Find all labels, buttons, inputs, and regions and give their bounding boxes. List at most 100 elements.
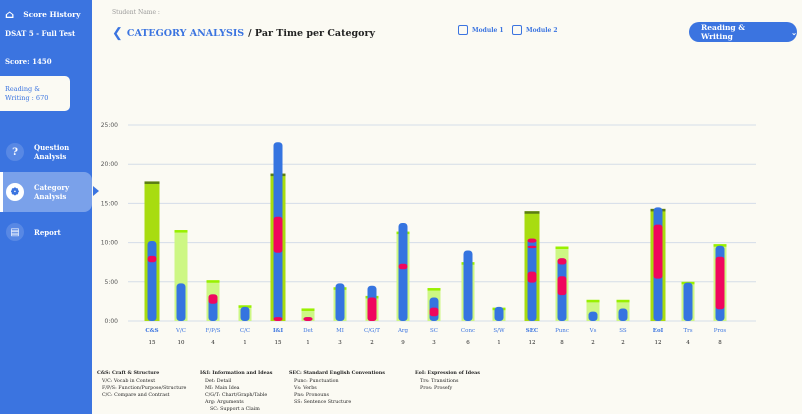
- breadcrumb-current: / Par Time per Category: [248, 28, 376, 39]
- x-category-label[interactable]: V/C: [175, 328, 186, 334]
- x-category-label[interactable]: MI: [336, 328, 344, 334]
- question-count: 6: [466, 340, 470, 346]
- y-tick-label: 15:00: [101, 200, 118, 207]
- search-question-icon: ?: [6, 143, 24, 161]
- section-score-card[interactable]: Reading & Writing : 670: [0, 76, 70, 111]
- student-time-stack: [176, 283, 186, 321]
- par-time-bar-top: [174, 230, 188, 233]
- incorrect-time-segment: [303, 317, 313, 321]
- student-time-stack: [618, 308, 628, 321]
- legend-item: Pros: Prosefy: [420, 386, 453, 391]
- x-category-label[interactable]: Punc: [555, 328, 569, 334]
- incorrect-time-segment: [273, 216, 283, 253]
- x-category-label[interactable]: S/W: [493, 328, 505, 334]
- student-time-stack: [240, 306, 250, 321]
- score-history-link[interactable]: ⌂ Score History: [5, 8, 80, 21]
- breadcrumb-category-analysis[interactable]: CATEGORY ANALYSIS: [126, 28, 245, 39]
- legend-group: EoI: Expression of Ideas Trs: Transitions…: [415, 370, 480, 392]
- sidebar: ⌂ Score History DSAT 5 - Full Test Score…: [0, 0, 92, 414]
- page-title: ❮ CATEGORY ANALYSIS / Par Time per Categ…: [112, 26, 375, 41]
- legend-group: I&I: Information and Ideas Det: Detail MI:…: [200, 370, 272, 413]
- legend-item: Arg: Arguments: [205, 400, 244, 405]
- x-category-label[interactable]: Pros: [714, 328, 727, 334]
- x-category-label[interactable]: C&S: [145, 328, 158, 334]
- question-count: 4: [686, 340, 690, 346]
- par-time-bar-top: [301, 308, 315, 311]
- student-time-stack: [398, 223, 408, 321]
- legend-item: C/G/T: Chart/Graph/Table: [205, 393, 268, 398]
- legend-item: C/C: Compare and Contrast: [102, 393, 170, 398]
- incorrect-time-segment: [527, 245, 537, 249]
- par-time-bar-top: [427, 288, 441, 291]
- x-category-label[interactable]: F/P/S: [206, 328, 221, 334]
- incorrect-time-segment: [557, 276, 567, 296]
- legend-title: I&I: Information and Ideas: [200, 370, 273, 376]
- x-category-label[interactable]: SS: [619, 328, 627, 334]
- legend-item: Trs: Transitions: [420, 379, 459, 384]
- y-tick-label: 5:00: [105, 279, 119, 286]
- nav-report[interactable]: ▤ Report: [0, 212, 92, 252]
- legend-item: Det: Detail: [205, 379, 232, 384]
- home-icon: ⌂: [5, 8, 15, 21]
- incorrect-time-segment: [208, 294, 218, 304]
- legend-group: C&S: Craft & Structure V/C: Vocab in Cont…: [97, 370, 186, 399]
- x-category-label[interactable]: C/G/T: [364, 328, 380, 334]
- x-category-label[interactable]: Det: [303, 328, 314, 334]
- question-count: 8: [560, 340, 564, 346]
- incorrect-time-segment: [398, 263, 408, 270]
- question-count: 2: [591, 340, 595, 346]
- x-category-label[interactable]: SC: [430, 328, 438, 334]
- total-score: Score: 1450: [5, 57, 52, 66]
- incorrect-time-segment: [367, 297, 377, 321]
- x-category-label[interactable]: Arg: [397, 328, 409, 334]
- student-time-stack: [494, 306, 504, 321]
- category-chart: 0:00 5:00 10:00 15:00 20:00 25:00 C&S 15 V/C 10 F/…: [101, 122, 756, 346]
- x-category-label[interactable]: C/C: [240, 328, 250, 334]
- student-time-stack: [683, 282, 693, 321]
- legend-title: EoI: Expression of Ideas: [415, 370, 480, 376]
- student-time-stack: [335, 283, 345, 321]
- question-count: 1: [497, 340, 501, 346]
- checkbox-icon: [512, 25, 522, 35]
- test-name: DSAT 5 - Full Test: [5, 29, 76, 38]
- incorrect-time-segment: [527, 271, 537, 283]
- module1-label: Module 1: [472, 26, 504, 34]
- incorrect-time-segment: [147, 255, 157, 263]
- incorrect-time-segment: [557, 258, 567, 265]
- chevron-down-icon: ⌄: [791, 27, 797, 37]
- section-dropdown[interactable]: Reading & Writing ⌄: [689, 22, 797, 42]
- nav-label: Report: [34, 227, 61, 237]
- question-count: 1: [243, 340, 247, 346]
- par-time-bar-top: [238, 305, 252, 308]
- x-category-label[interactable]: I&I: [273, 328, 284, 334]
- student-time-stack: [147, 241, 157, 321]
- question-count: 10: [178, 340, 185, 346]
- legend-title: C&S: Craft & Structure: [97, 370, 160, 376]
- nav-question-analysis[interactable]: ? Question Analysis: [0, 132, 92, 172]
- back-chevron-icon[interactable]: ❮: [112, 26, 123, 41]
- question-count: 15: [275, 340, 282, 346]
- module2-checkbox[interactable]: Module 2: [512, 25, 558, 35]
- x-category-label[interactable]: Vs: [589, 328, 597, 334]
- par-time-bar-top: [586, 299, 600, 303]
- question-count: 2: [370, 340, 374, 346]
- y-tick-label: 0:00: [105, 318, 119, 325]
- category-analysis-icon: ❁: [6, 183, 24, 201]
- question-count: 12: [529, 340, 536, 346]
- x-category-label[interactable]: Conc: [461, 328, 475, 334]
- checkbox-icon: [458, 25, 468, 35]
- x-category-label[interactable]: EoI: [653, 328, 664, 334]
- nav-category-analysis[interactable]: ❁ Category Analysis: [0, 172, 92, 212]
- question-count: 1: [306, 340, 310, 346]
- module1-checkbox[interactable]: Module 1: [458, 25, 504, 35]
- incorrect-time-segment: [653, 224, 663, 279]
- y-tick-label: 25:00: [101, 122, 118, 129]
- x-category-label[interactable]: Trs: [683, 328, 692, 334]
- x-category-label[interactable]: SEC: [526, 328, 539, 334]
- question-count: 2: [621, 340, 625, 346]
- nav-label: Category Analysis: [34, 183, 70, 201]
- legend-item: Vs: Verbs: [294, 386, 317, 391]
- score-history-label: Score History: [23, 10, 81, 19]
- report-document-icon: ▤: [6, 223, 24, 241]
- par-time-bar-top: [555, 246, 569, 250]
